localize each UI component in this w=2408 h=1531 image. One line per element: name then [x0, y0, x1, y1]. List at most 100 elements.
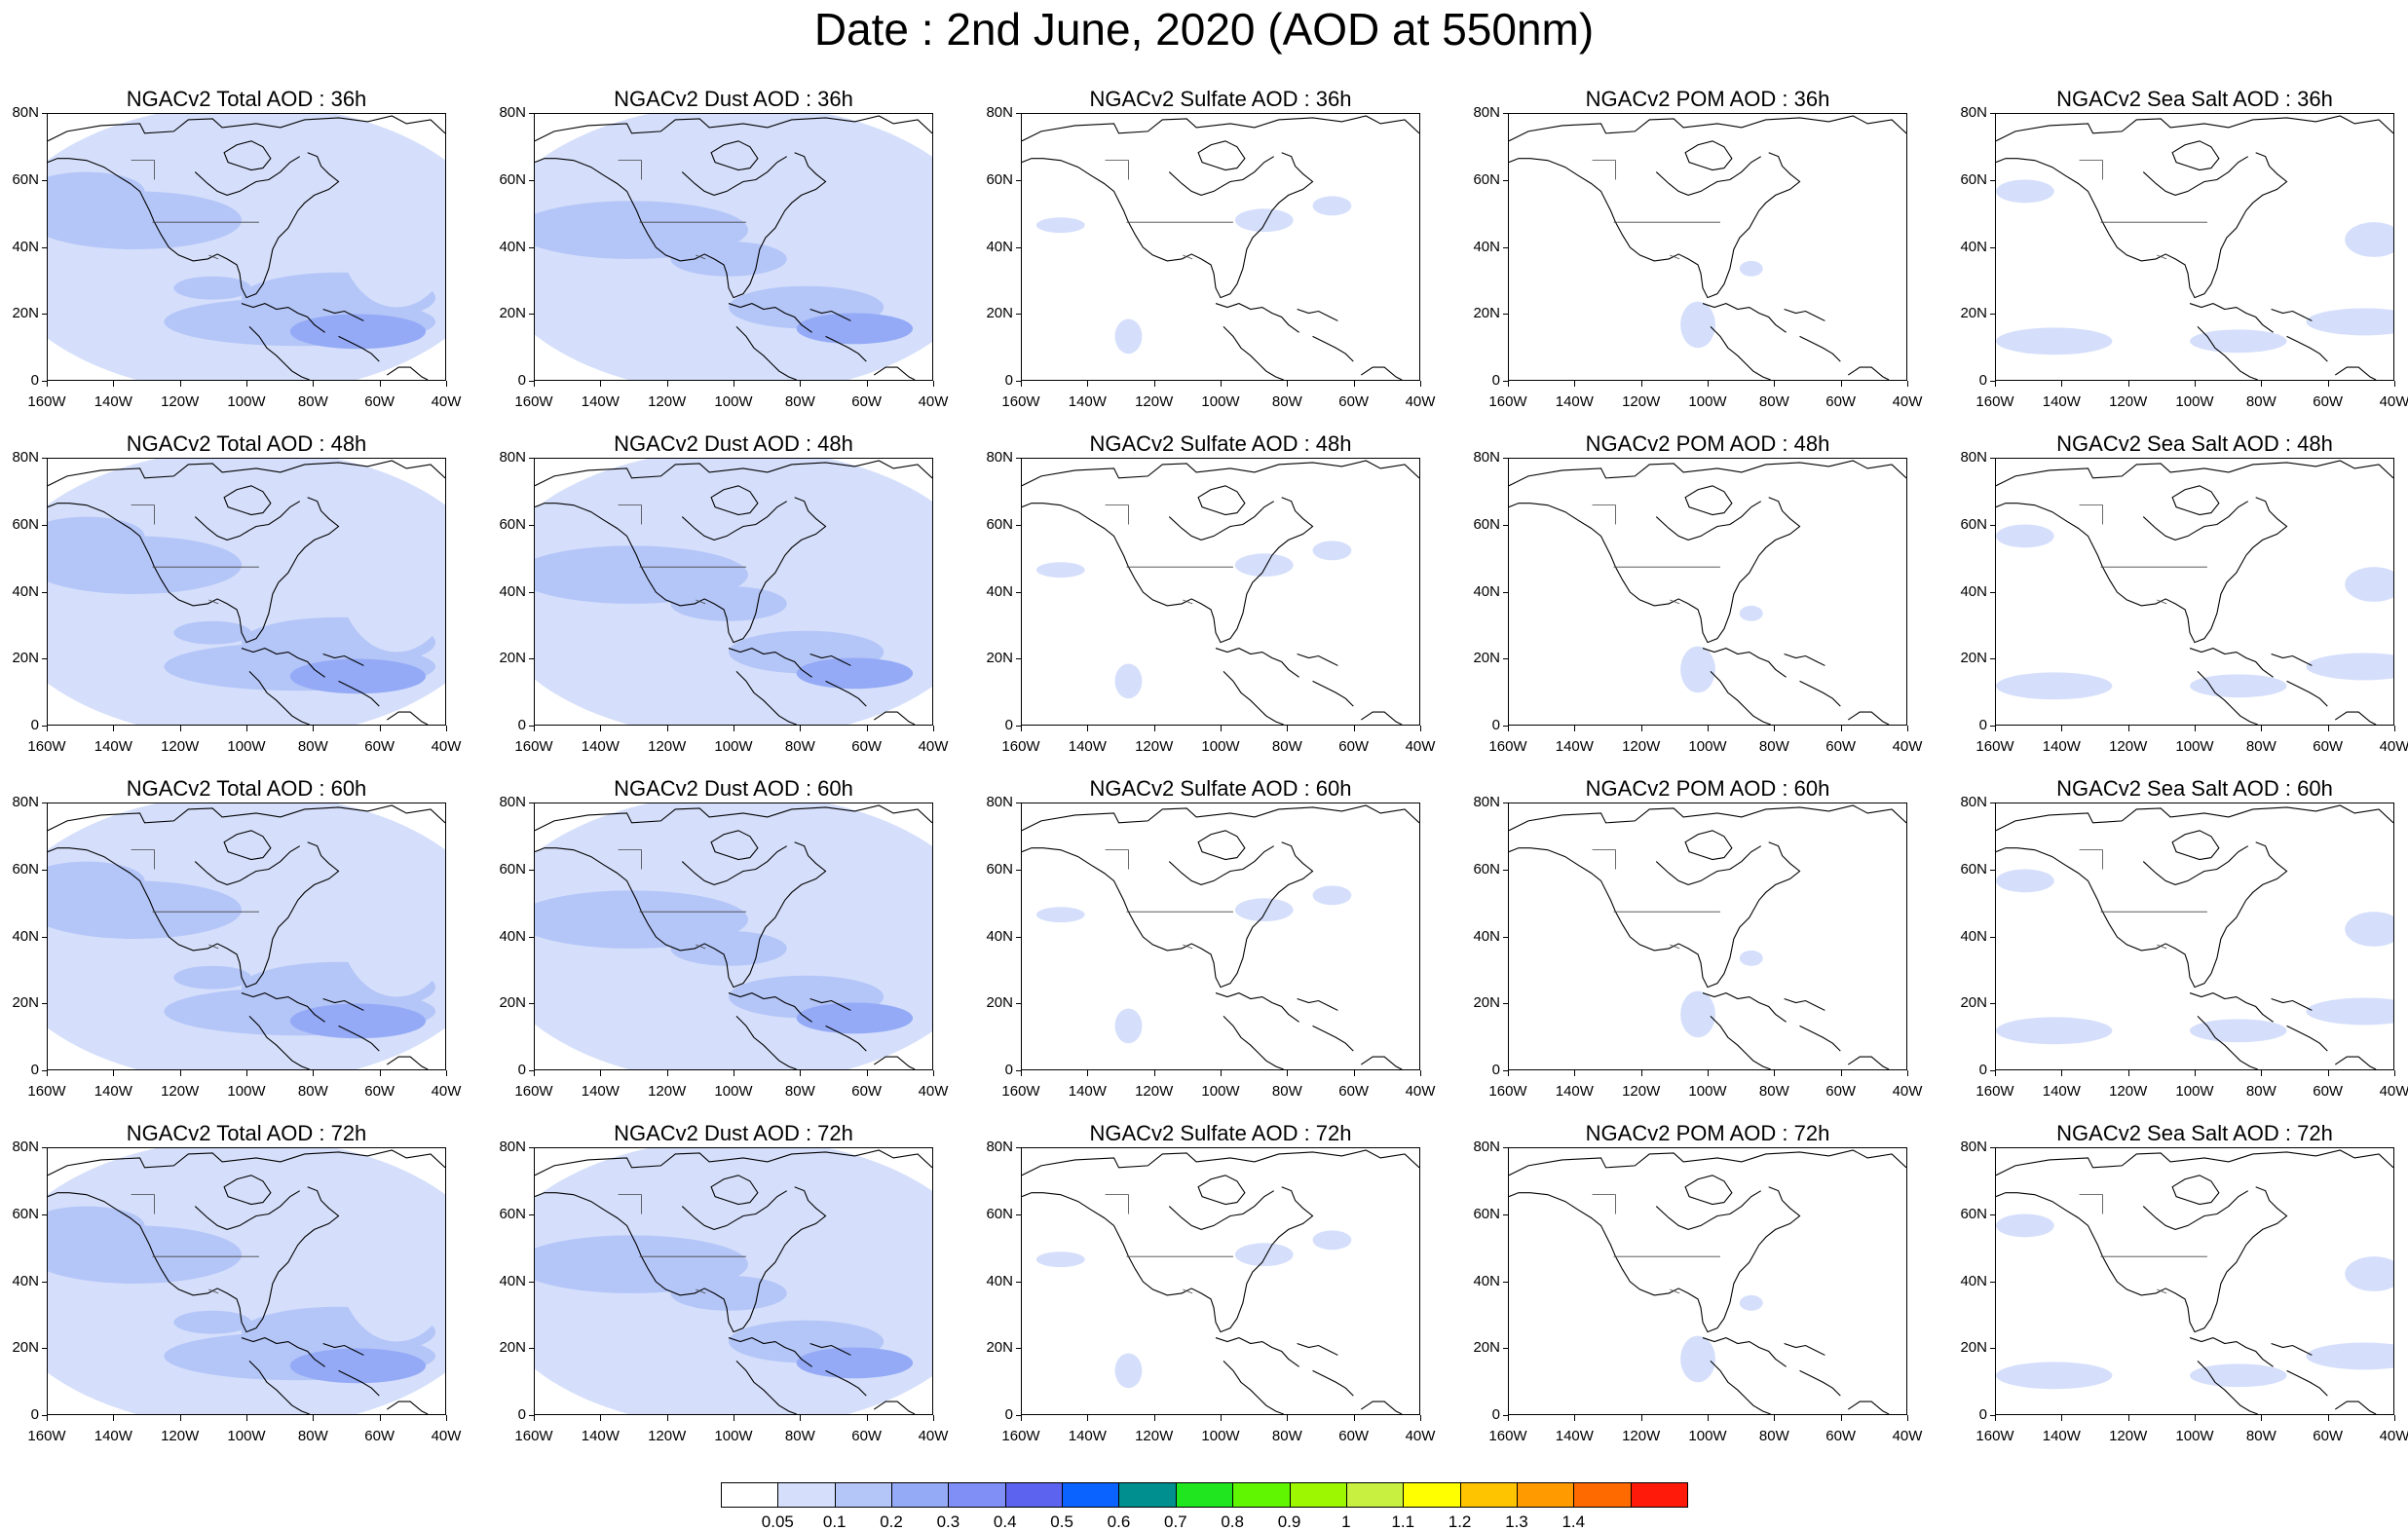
x-tick-label: 120W: [1622, 1083, 1661, 1100]
aod-region: [796, 313, 914, 345]
colorbar-label: 0.1: [822, 1512, 847, 1531]
y-tick: [1016, 314, 1022, 316]
colorbar-label: 1.2: [1448, 1512, 1472, 1531]
x-tick: [313, 381, 315, 387]
coastline: [1509, 804, 1906, 832]
y-tick: [1503, 1415, 1509, 1416]
panel-title: NGACv2 Dust AOD : 36h: [614, 87, 853, 111]
x-tick-label: 80W: [1271, 393, 1302, 410]
coastline: [1847, 1400, 1890, 1414]
x-tick: [1774, 381, 1776, 387]
aod-region: [289, 314, 427, 350]
coastline: [241, 647, 325, 678]
coastline: [48, 1149, 445, 1176]
y-tick-label: 40N: [986, 1272, 1013, 1289]
x-tick-label: 120W: [648, 1083, 687, 1100]
x-tick-label: 140W: [2042, 1428, 2081, 1444]
coastline: [1360, 1056, 1403, 1069]
x-tick-label: 100W: [2175, 1083, 2214, 1100]
y-tick: [1503, 591, 1509, 593]
panel-title: NGACv2 Sea Salt AOD : 60h: [2056, 776, 2333, 801]
coastline: [48, 804, 445, 832]
coastline: [1784, 309, 1825, 321]
coastline: [1996, 1186, 2288, 1333]
panel-title: NGACv2 Sulfate AOD : 60h: [1089, 776, 1352, 801]
coastline: [1799, 1025, 1841, 1052]
y-tick: [529, 246, 535, 248]
coastline: [2142, 1190, 2249, 1230]
x-tick: [600, 726, 602, 731]
y-tick: [1016, 524, 1022, 526]
coastline: [2334, 1056, 2377, 1069]
coastline: [825, 335, 867, 362]
aod-field: [535, 114, 932, 380]
coastline: [1702, 1336, 1787, 1367]
country-border: [1105, 160, 1129, 180]
y-tick-label: 0: [517, 372, 526, 389]
colorbar-label: 0.7: [1163, 1512, 1187, 1531]
x-tick-label: 160W: [1488, 738, 1527, 755]
aod-region: [1035, 562, 1085, 579]
x-tick-label: 140W: [1555, 1083, 1594, 1100]
map-plot-area: [1021, 458, 1420, 726]
coastline: [1022, 841, 1314, 989]
x-tick: [1508, 726, 1509, 731]
coastline: [2334, 711, 2377, 725]
coastline: [2334, 366, 2377, 380]
x-tick-label: 80W: [2245, 1083, 2276, 1100]
y-tick-label: 40N: [1960, 927, 1987, 945]
x-tick-label: 40W: [1892, 393, 1923, 410]
y-tick-label: 60N: [986, 1205, 1013, 1222]
y-tick: [1990, 936, 1996, 938]
colorbar-label: 0.2: [880, 1512, 903, 1531]
country-border: [696, 944, 706, 950]
aod-field: [1509, 1149, 1906, 1414]
colorbar-label: 0.9: [1277, 1512, 1301, 1531]
y-tick: [1503, 1003, 1509, 1005]
x-tick: [1021, 1415, 1022, 1421]
colorbar-label: 1.3: [1505, 1512, 1528, 1531]
coastline: [48, 152, 340, 299]
country-border: [1105, 504, 1129, 525]
aod-region: [535, 545, 748, 604]
x-tick: [534, 726, 535, 731]
country-border: [208, 254, 219, 260]
x-tick: [666, 726, 668, 731]
x-tick-label: 160W: [1488, 1083, 1527, 1100]
x-tick-label: 40W: [2379, 393, 2408, 410]
y-tick-label: 60N: [12, 1205, 39, 1222]
coastline: [48, 497, 340, 644]
y-tick: [1503, 726, 1509, 727]
x-tick-label: 60W: [1338, 1083, 1370, 1100]
x-tick: [2261, 1415, 2263, 1421]
y-tick-label: 0: [1978, 717, 1987, 733]
x-tick: [1995, 1070, 1996, 1076]
coastline: [535, 115, 932, 142]
x-tick-label: 100W: [714, 738, 753, 755]
panel-title: NGACv2 POM AOD : 48h: [1585, 431, 1830, 456]
x-tick-label: 40W: [431, 738, 462, 755]
y-tick: [1016, 381, 1022, 382]
aod-field: [535, 803, 932, 1069]
colorbar-label: 1.4: [1561, 1512, 1586, 1531]
x-tick: [866, 381, 868, 387]
y-tick-label: 20N: [499, 650, 526, 667]
x-tick-label: 40W: [1405, 1083, 1436, 1100]
coastline: [2142, 501, 2249, 541]
coastline: [1684, 1175, 1733, 1206]
country-border: [1105, 1194, 1129, 1214]
x-tick: [1574, 726, 1576, 731]
x-tick-label: 40W: [918, 738, 949, 755]
coastline: [535, 804, 932, 832]
coastline: [1223, 326, 1284, 380]
x-tick: [2195, 381, 2196, 387]
aod-region: [1680, 990, 1715, 1038]
aod-field: [1996, 1149, 2393, 1414]
x-tick: [2127, 1070, 2129, 1076]
aod-region: [1739, 1294, 1763, 1311]
aod-region: [289, 1003, 427, 1039]
x-tick-label: 60W: [2313, 1083, 2344, 1100]
y-tick-label: 80N: [12, 794, 39, 810]
map-panel: NGACv2 Sea Salt AOD : 48h 80N 60N 40N 20N 0 16…: [1948, 430, 2408, 771]
x-tick: [1353, 726, 1355, 731]
